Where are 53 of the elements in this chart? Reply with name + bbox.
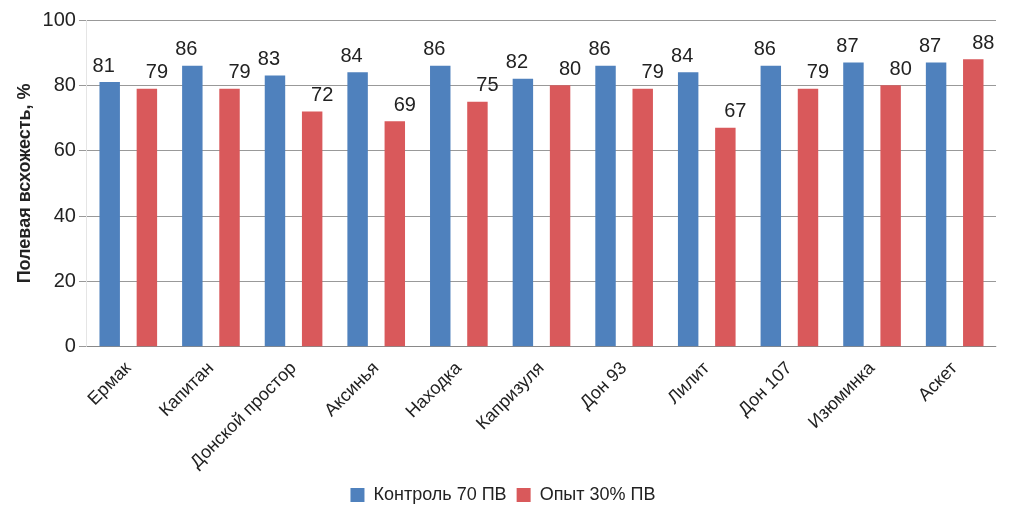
bar: [467, 101, 488, 347]
bar: [347, 72, 368, 347]
bar: [595, 65, 616, 347]
y-axis-title: Полевая всхожесть, %: [13, 83, 34, 284]
bar: [963, 59, 984, 347]
bar: [677, 72, 699, 347]
data-label: 69: [393, 92, 416, 115]
data-label: 82: [505, 50, 529, 73]
bar: [99, 82, 120, 347]
bar: [301, 111, 323, 347]
bar: [384, 121, 406, 347]
data-label: 75: [476, 73, 499, 96]
bar: [843, 62, 864, 347]
bar: [632, 88, 653, 347]
data-label: 81: [92, 53, 115, 76]
data-label: 83: [257, 47, 281, 70]
y-tick-label: 20: [53, 268, 76, 291]
bar: [925, 62, 947, 347]
data-label: 79: [641, 60, 664, 83]
data-label: 79: [145, 60, 169, 83]
data-label: 86: [175, 37, 198, 60]
data-label: 84: [340, 43, 363, 66]
data-label: 80: [889, 56, 912, 79]
bar: [136, 88, 158, 347]
legend-label: Контроль 70 ПВ: [373, 483, 507, 504]
bar: [549, 85, 571, 347]
data-label: 87: [836, 34, 859, 56]
data-label: 88: [972, 30, 995, 53]
bar: [264, 75, 286, 347]
data-label: 86: [588, 37, 611, 60]
data-label: 80: [558, 56, 582, 79]
bar: [760, 65, 782, 347]
bar: [182, 65, 203, 347]
y-tick-label: 0: [64, 334, 76, 357]
y-tick-label: 60: [53, 138, 76, 161]
bar: [219, 88, 240, 347]
legend-label: Опыт 30% ПВ: [539, 483, 656, 504]
bar: [715, 127, 736, 347]
data-label: 86: [753, 37, 776, 60]
data-label: 87: [918, 34, 942, 56]
y-tick-label: 40: [53, 203, 76, 226]
y-tick-label: 100: [42, 7, 76, 30]
data-label: 79: [806, 60, 830, 83]
data-label: 79: [228, 60, 251, 83]
bar: [797, 88, 819, 347]
bar: [430, 65, 451, 347]
data-label: 67: [724, 99, 747, 122]
y-tick-label: 80: [53, 72, 76, 95]
data-label: 72: [311, 83, 334, 106]
data-label: 86: [423, 37, 446, 60]
bar: [880, 85, 901, 347]
bar: [512, 78, 534, 347]
data-label: 84: [671, 43, 694, 66]
